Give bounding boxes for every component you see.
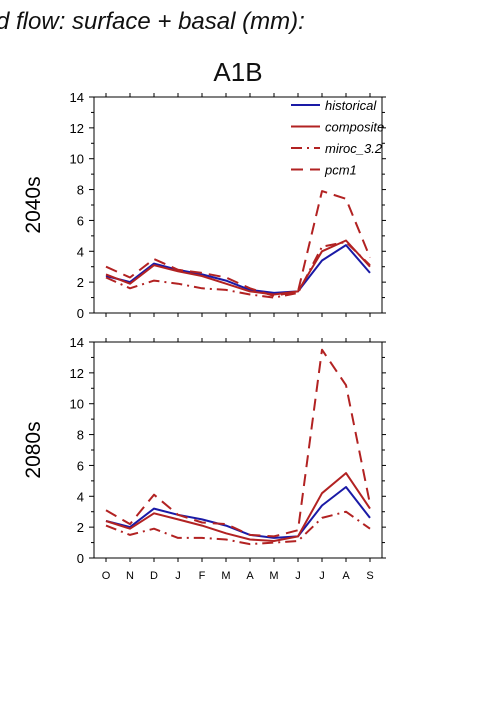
x-tick-label: F bbox=[199, 570, 206, 582]
y-tick-label: 8 bbox=[77, 183, 84, 198]
y-tick-label: 10 bbox=[70, 397, 84, 412]
panel-label: 2080s bbox=[22, 421, 45, 478]
x-tick-label: J bbox=[295, 570, 301, 582]
legend-label: historical bbox=[325, 98, 377, 113]
y-tick-label: 6 bbox=[77, 458, 84, 473]
x-tick-label: J bbox=[319, 570, 325, 582]
y-tick-label: 12 bbox=[70, 366, 84, 381]
y-tick-label: 2 bbox=[77, 275, 84, 290]
x-tick-label: O bbox=[102, 570, 111, 582]
series-line-composite bbox=[105, 239, 371, 296]
chart-panel-2040s: 0 2 4 6 8 10 12 14 2040s historical composite miroc… bbox=[22, 90, 386, 321]
y-tick-label: 14 bbox=[70, 90, 84, 105]
x-tick-label: M bbox=[269, 570, 278, 582]
x-tick-label: J bbox=[175, 570, 181, 582]
x-tick-label: N bbox=[126, 570, 134, 582]
legend-label: composite bbox=[325, 120, 384, 135]
chart-panel-2080s: 0 2 4 6 8 10 12 14 O N D J F M A M J J A S 2080s bbox=[22, 335, 386, 582]
figure-title: d flow: surface + basal (mm): bbox=[0, 8, 305, 35]
y-tick-label: 4 bbox=[77, 489, 84, 504]
legend-label: pcm1 bbox=[324, 163, 357, 178]
chart-panels: 0 2 4 6 8 10 12 14 2040s historical composite miroc… bbox=[22, 90, 386, 582]
panel-label: 2040s bbox=[22, 176, 45, 233]
series-line-pcm1 bbox=[105, 190, 371, 297]
legend-label: miroc_3.2 bbox=[325, 141, 383, 156]
y-tick-label: 0 bbox=[77, 551, 84, 566]
y-tick-label: 0 bbox=[77, 306, 84, 321]
y-tick-label: 10 bbox=[70, 152, 84, 167]
y-tick-label: 2 bbox=[77, 520, 84, 535]
y-tick-label: 14 bbox=[70, 335, 84, 350]
x-tick-label: D bbox=[150, 570, 158, 582]
scenario-label: A1B bbox=[213, 57, 262, 87]
series-line-miroc-3-2 bbox=[105, 510, 371, 546]
y-tick-label: 12 bbox=[70, 121, 84, 136]
legend: historical composite miroc_3.2 pcm1 bbox=[291, 98, 384, 178]
y-tick-label: 8 bbox=[77, 428, 84, 443]
x-tick-label: A bbox=[246, 570, 254, 582]
x-tick-label: A bbox=[342, 570, 350, 582]
series-line-historical bbox=[105, 244, 371, 294]
x-tick-label: S bbox=[366, 570, 373, 582]
series-line-pcm1 bbox=[105, 348, 371, 538]
y-tick-label: 4 bbox=[77, 244, 84, 259]
x-tick-label: M bbox=[221, 570, 230, 582]
series-line-composite bbox=[105, 472, 371, 542]
plot-frame bbox=[93, 341, 383, 559]
y-tick-label: 6 bbox=[77, 213, 84, 228]
series-line-miroc-3-2 bbox=[105, 241, 371, 299]
